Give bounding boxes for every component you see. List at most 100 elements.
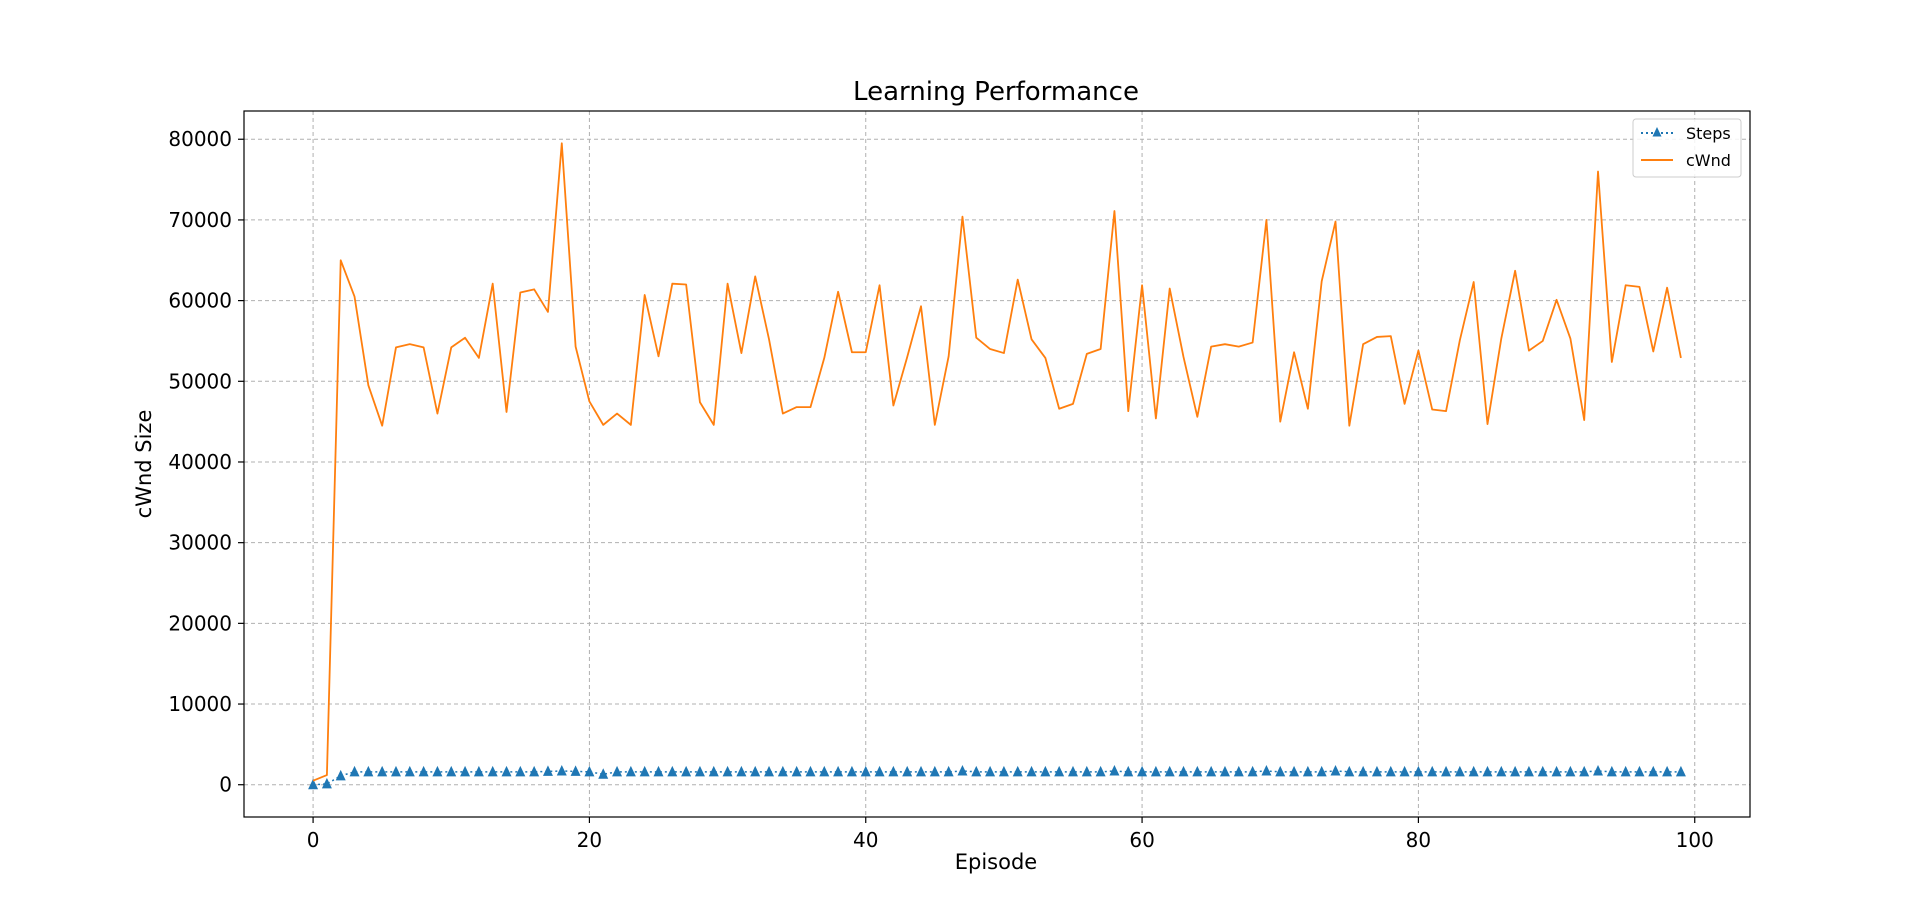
y-tick-label: 70000 [168,208,232,232]
steps-series-line [313,770,1681,786]
steps-point [1289,765,1300,777]
steps-point [1081,765,1092,777]
steps-point [1316,765,1327,777]
steps-point [363,765,374,777]
steps-point [902,765,913,777]
steps-point [833,765,844,777]
steps-point [1579,765,1590,777]
steps-point [1593,765,1604,776]
steps-point [390,765,401,777]
steps-point [1150,765,1161,777]
steps-point [556,765,567,776]
steps-point [1427,765,1438,777]
steps-point [681,765,692,777]
y-tick-label: 60000 [168,289,232,313]
steps-point [916,765,927,777]
chart-title: Learning Performance [853,77,1139,107]
steps-point [985,765,996,777]
steps-point [1206,765,1217,777]
steps-point [694,765,705,777]
steps-point [1648,765,1659,777]
steps-point [1441,765,1452,777]
x-tick-label: 100 [1676,828,1714,852]
steps-point [1634,765,1645,777]
steps-point [1523,765,1534,777]
steps-point [542,765,553,776]
steps-point [418,765,429,777]
steps-point [1247,765,1258,777]
steps-point [1012,765,1023,777]
steps-point [1537,765,1548,777]
x-axis-label: Episode [955,850,1037,874]
steps-point [957,765,968,776]
steps-point [708,765,719,777]
y-tick-label: 50000 [168,369,232,393]
steps-point [404,765,415,777]
steps-point [846,765,857,777]
y-axis-ticks: 0 10000 20000 30000 40000 50000 60000 70000 8000… [168,127,244,797]
steps-point [1565,765,1576,777]
steps-point [1662,765,1673,777]
steps-point [750,765,761,777]
steps-point [501,765,512,777]
steps-point [584,765,595,777]
steps-point [308,778,319,790]
steps-point [998,765,1009,777]
y-tick-label: 30000 [168,531,232,555]
x-tick-label: 60 [1129,828,1154,852]
y-tick-label: 20000 [168,611,232,635]
x-tick-label: 20 [577,828,602,852]
steps-point [1040,765,1051,777]
steps-point [1675,765,1686,777]
steps-point [722,765,733,777]
steps-point [1123,765,1134,777]
steps-point [1510,765,1521,777]
series-layer [308,142,1686,790]
steps-point [1137,765,1148,777]
steps-point [1095,765,1106,777]
steps-point [888,765,899,777]
steps-point [764,765,775,777]
steps-point [860,765,871,777]
steps-point [1468,765,1479,777]
steps-point [1164,765,1175,777]
steps-point [1054,765,1065,777]
steps-point [639,765,650,777]
steps-point [1275,765,1286,777]
steps-point [1219,765,1230,777]
steps-point [1330,765,1341,776]
steps-point [1026,765,1037,777]
steps-point [667,765,678,777]
y-axis-label: cWnd Size [132,410,156,519]
y-tick-label: 0 [219,773,232,797]
steps-point [653,765,664,777]
steps-point [1371,765,1382,777]
x-axis-ticks: 0 20 40 60 80 100 [307,817,1714,852]
steps-point [971,765,982,777]
steps-point [460,765,471,777]
steps-point [1067,765,1078,777]
steps-point [1496,765,1507,777]
steps-point [612,765,623,777]
steps-point [1399,765,1410,777]
y-tick-label: 80000 [168,127,232,151]
steps-point [321,777,332,789]
legend-cwnd-label: cWnd [1686,151,1731,170]
steps-point [1302,765,1313,777]
legend-steps-marker [1652,127,1662,137]
steps-point [487,765,498,777]
steps-point [473,765,484,777]
x-tick-label: 80 [1406,828,1431,852]
steps-point [1344,765,1355,777]
steps-point [1413,765,1424,777]
legend: Steps cWnd [1632,118,1742,178]
steps-point [1454,765,1465,777]
steps-point [625,765,636,777]
steps-point [377,765,388,777]
steps-point [446,765,457,777]
plot-frame [243,110,1751,818]
legend-steps-label: Steps [1686,124,1731,143]
steps-point [929,765,940,777]
steps-point [598,768,609,779]
